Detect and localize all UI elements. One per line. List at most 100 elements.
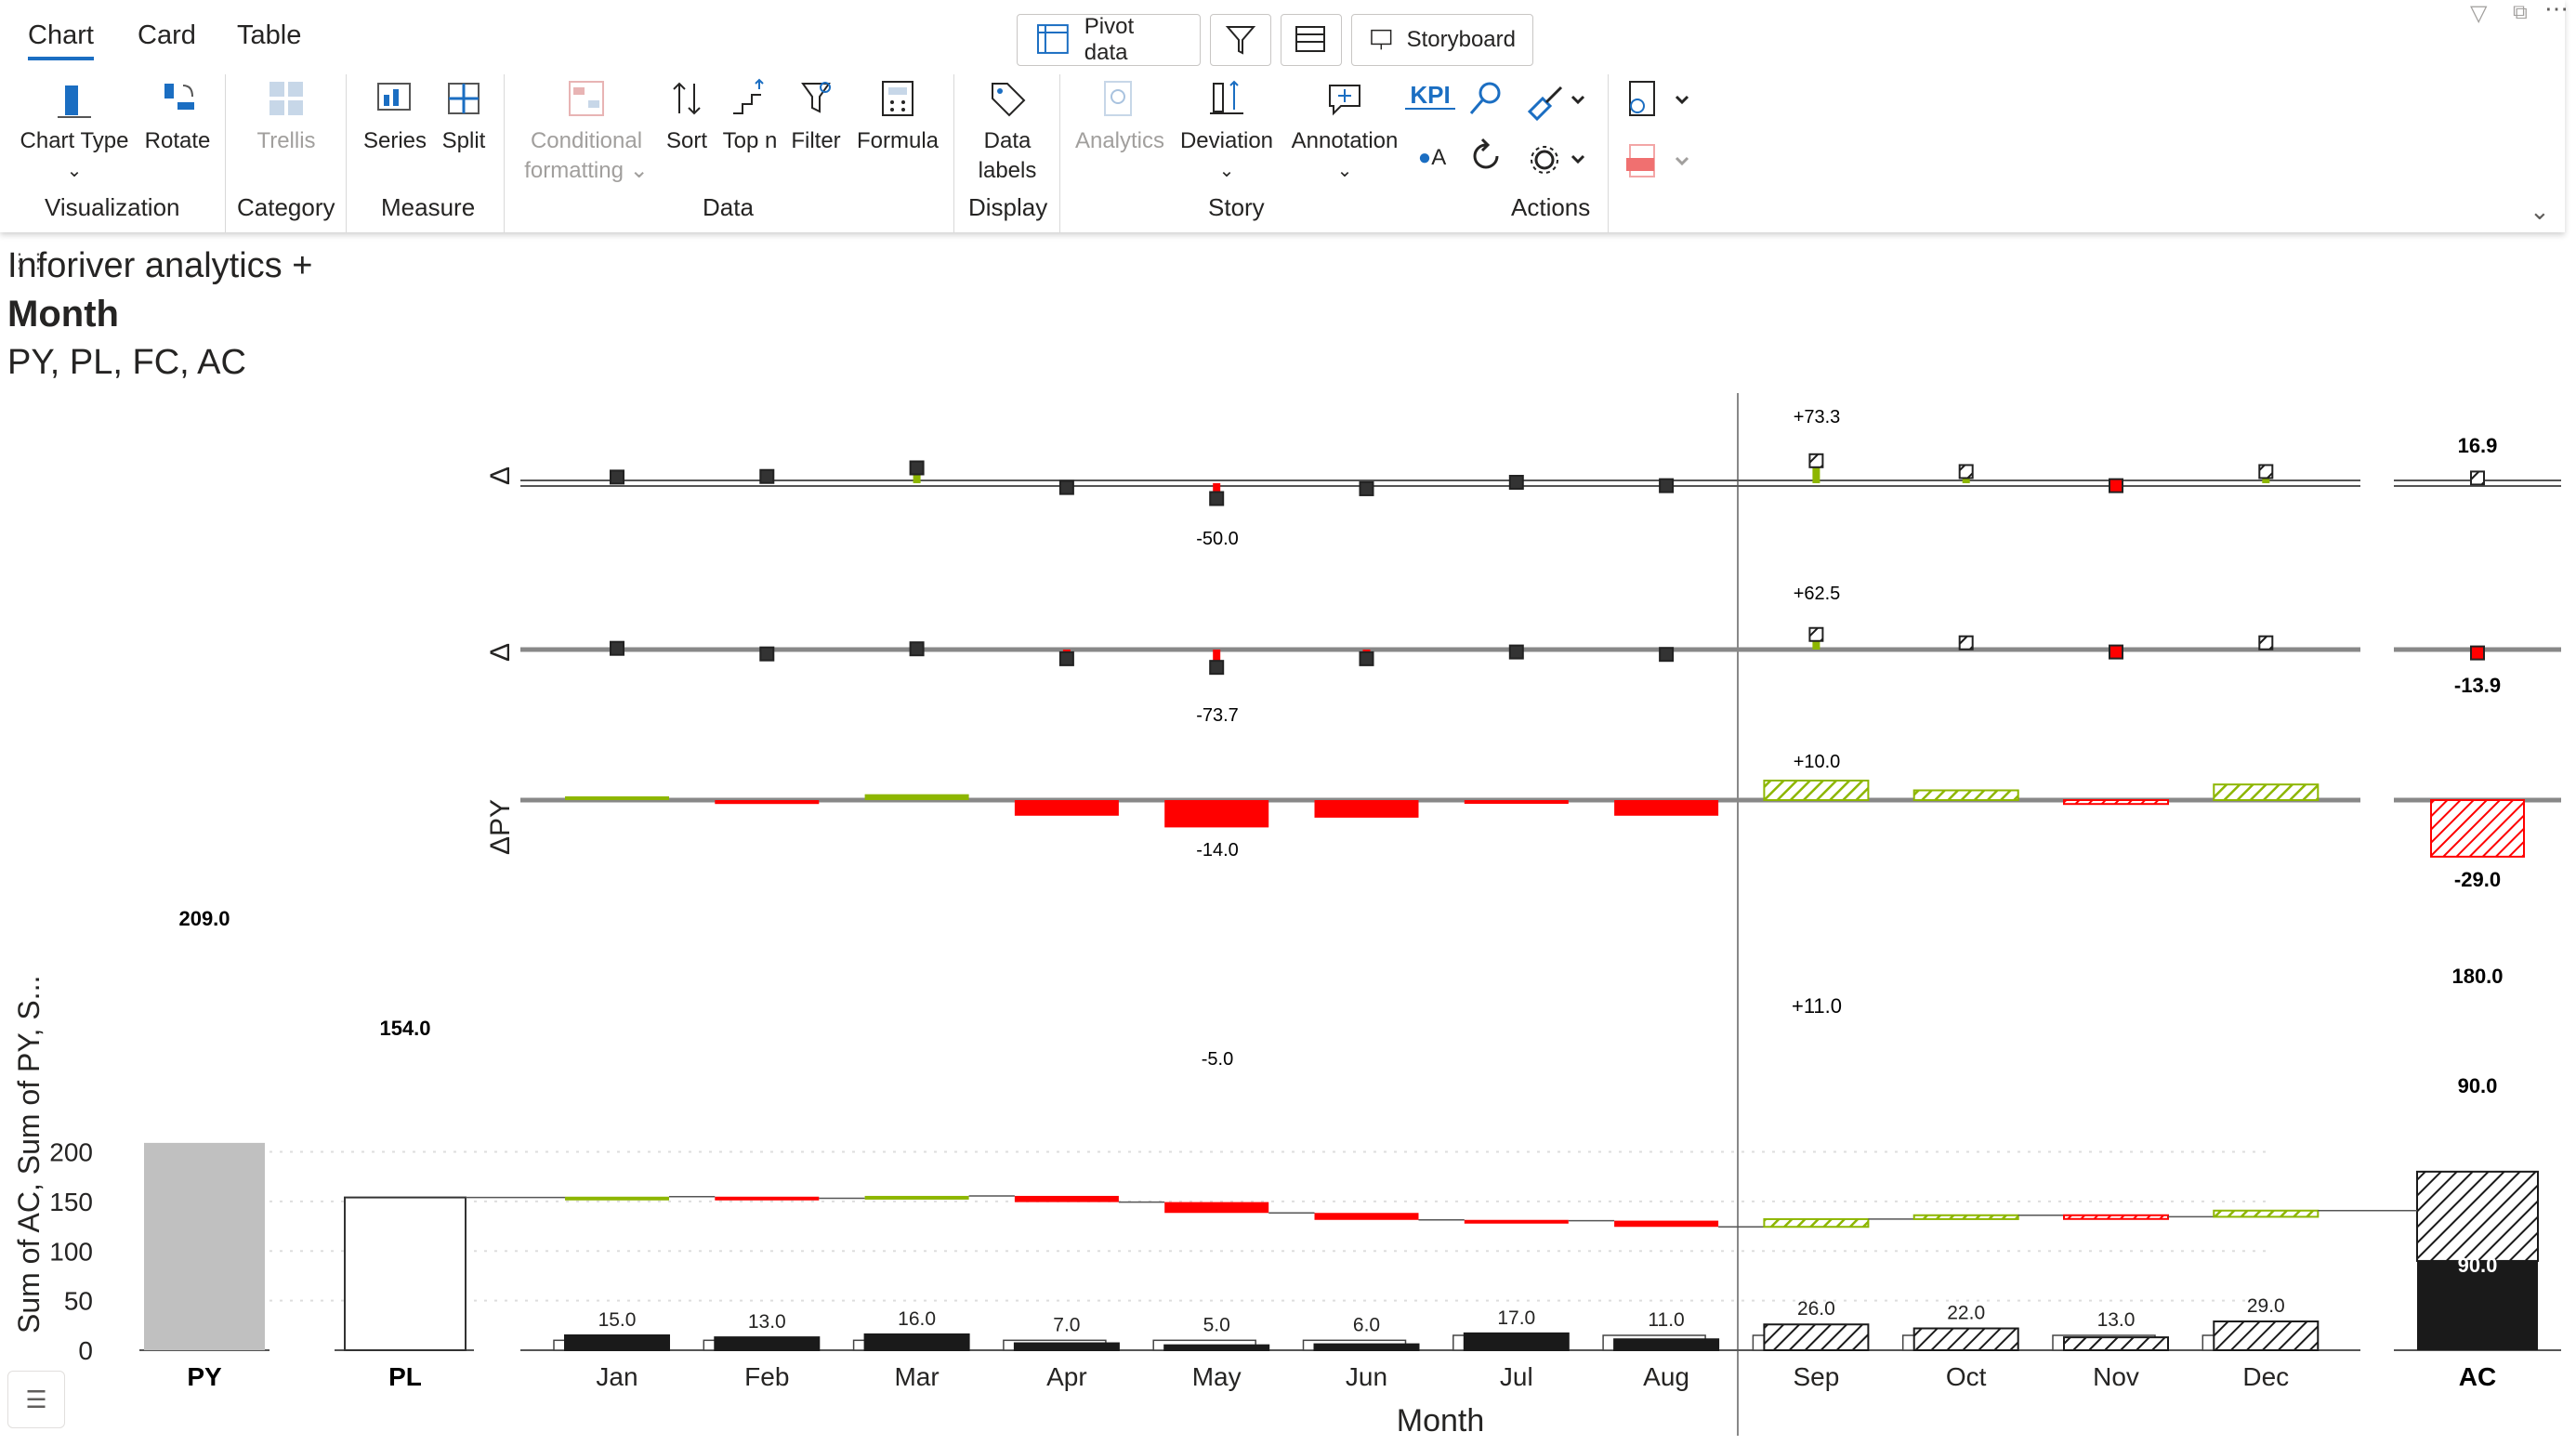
pivot-data-label: Pivot data — [1084, 14, 1135, 65]
data-labels-button[interactable]: Data labels — [966, 76, 1048, 186]
category-may: May — [1192, 1362, 1242, 1391]
chart-marks: 15.0 Jan 13.0 Feb 16.0 Mar 7.0 Apr 5.0 May 6.0 Jun 1… — [139, 453, 2561, 1391]
analytics-button[interactable]: Analytics — [1071, 76, 1169, 156]
tab-table[interactable]: Table — [237, 20, 302, 50]
trellis-button[interactable]: Trellis — [243, 76, 329, 156]
total-dpy-pct-label: 16.9 — [2458, 434, 2498, 457]
bridge-delta-aug — [1614, 1220, 1719, 1228]
bar-label-mar: 16.0 — [898, 1308, 936, 1330]
search-button[interactable] — [1463, 78, 1509, 125]
category-nov: Nov — [2093, 1362, 2139, 1391]
settings-button[interactable] — [1520, 139, 1593, 186]
sort-button[interactable]: Sort — [660, 76, 714, 156]
export-button[interactable] — [1621, 78, 1699, 128]
dpy-pct-label-may: -50.0 — [1196, 529, 1239, 549]
bridge-delta-nov — [2063, 1214, 2169, 1220]
pdf-export-button[interactable] — [1621, 141, 1699, 188]
bar-label-sep: 26.0 — [1797, 1298, 1835, 1320]
bar-label-oct: 22.0 — [1947, 1303, 1985, 1324]
dpy-bar-feb — [715, 800, 820, 805]
chevron-down-icon: ⌄ — [66, 161, 83, 181]
y-tick-label: 200 — [49, 1138, 93, 1167]
dpl-pct-pin-head-total — [2470, 645, 2485, 661]
dpy-pct-pin-head-dec — [2258, 464, 2274, 479]
bar-ac-forecast-total — [2416, 1170, 2539, 1262]
chart-title: Inforiver analytics + — [7, 246, 313, 285]
annotation-label: Annotation — [1291, 128, 1399, 153]
bar-label-jul: 17.0 — [1497, 1307, 1535, 1329]
bar-label-nov: 13.0 — [2097, 1309, 2136, 1331]
category-feb: Feb — [744, 1362, 789, 1391]
storyboard-label: Storyboard — [1406, 27, 1516, 52]
dpy-bar-nov — [2063, 799, 2169, 806]
category-mar: Mar — [894, 1362, 939, 1391]
conditional-formatting-button[interactable]: Conditional formatting ⌄ — [517, 76, 656, 186]
bridge-delta-jan — [565, 1196, 669, 1201]
kpi-button[interactable]: KPI — [1405, 82, 1455, 110]
drag-handle-icon[interactable]: ⋮⋮ — [9, 249, 48, 272]
deviation-button[interactable]: Deviation ⌄ — [1173, 76, 1281, 186]
chart-measures: PY, PL, FC, AC — [7, 343, 246, 382]
rotate-button[interactable]: Rotate — [139, 76, 216, 156]
format-brush-button[interactable] — [1520, 80, 1593, 126]
bar-label-aug: 11.0 — [1648, 1309, 1684, 1331]
sort-icon — [673, 82, 701, 115]
filter-indicator-icon[interactable]: ▽ — [2470, 1, 2488, 26]
reset-button[interactable] — [1463, 136, 1509, 182]
chart-settings-icon[interactable]: ☰ — [7, 1371, 65, 1428]
annotation-icon — [1329, 85, 1360, 116]
more-options-icon[interactable]: ⋯ — [2544, 0, 2569, 22]
legend-toggle-button[interactable]: ●A — [1409, 143, 1455, 173]
storyboard-button[interactable]: Storyboard — [1351, 14, 1533, 66]
split-button[interactable]: Split — [431, 76, 496, 156]
dpl-pct-pin-head-jul — [1508, 644, 1524, 660]
chart-type-button[interactable]: Chart Type ⌄ — [19, 76, 130, 186]
annotation-button[interactable]: Annotation ⌄ — [1286, 76, 1403, 186]
dpy-pct-pin-head-total — [2470, 470, 2485, 486]
top-n-button[interactable]: Top n — [716, 76, 784, 156]
paint-brush-icon — [1527, 85, 1585, 121]
y-axis: 0 50 100 150 200 — [49, 1138, 2267, 1365]
formula-button[interactable]: Formula — [851, 76, 944, 156]
focus-mode-icon[interactable]: ⧉ — [2513, 0, 2528, 23]
bar-ac-jul — [1463, 1332, 1570, 1352]
sort-label: Sort — [665, 128, 707, 153]
dpy-pct-pin-head-nov — [2109, 478, 2123, 493]
series-button[interactable]: Series — [361, 76, 429, 156]
dpy-pct-pin-head-mar — [909, 460, 925, 476]
filter-button[interactable]: Filter — [786, 76, 846, 156]
total-ac-forecast-label: 90.0 — [2458, 1074, 2498, 1097]
chart-subtitle: Month — [7, 294, 119, 335]
total-dpl-pct-label: -13.9 — [2454, 674, 2501, 697]
dpl-pct-pin-head-feb — [759, 646, 775, 662]
total-ac-label: 180.0 — [2451, 965, 2503, 988]
collapse-ribbon-icon[interactable]: ⌄ — [2530, 197, 2550, 225]
pivot-data-button[interactable]: Pivot data — [1017, 14, 1201, 66]
bar-pl-total — [344, 1196, 467, 1351]
dpy-pct-pin-head-jan — [610, 469, 624, 485]
category-pl: PL — [388, 1362, 422, 1391]
total-ac-actual-label: 90.0 — [2458, 1254, 2498, 1277]
refresh-icon — [1473, 138, 1499, 169]
trellis-label: Trellis — [256, 128, 316, 153]
legend-a-label: A — [1431, 145, 1447, 170]
edit-table-button[interactable] — [1281, 14, 1342, 66]
data-labels-label-1: Data — [983, 128, 1032, 153]
tab-card[interactable]: Card — [138, 20, 196, 50]
dpy-bar-may — [1164, 800, 1269, 828]
dpy-label-sep: +10.0 — [1794, 752, 1841, 772]
bar-ac-apr — [1013, 1342, 1120, 1351]
bar-ac-feb — [714, 1336, 821, 1352]
data-group-label: Data — [703, 193, 754, 221]
rotate-icon — [164, 84, 194, 110]
deviation-icon — [1210, 80, 1243, 114]
quick-filter-button[interactable] — [1210, 14, 1271, 66]
calculator-icon — [882, 81, 913, 116]
category-apr: Apr — [1046, 1362, 1087, 1391]
bar-ac-dec — [2213, 1320, 2320, 1351]
total-pl-label: 154.0 — [379, 1017, 430, 1040]
dpl-pct-label-may: -73.7 — [1196, 705, 1239, 726]
pivot-icon — [1036, 24, 1069, 54]
tab-chart[interactable]: Chart — [28, 20, 94, 60]
split-icon — [448, 83, 480, 114]
